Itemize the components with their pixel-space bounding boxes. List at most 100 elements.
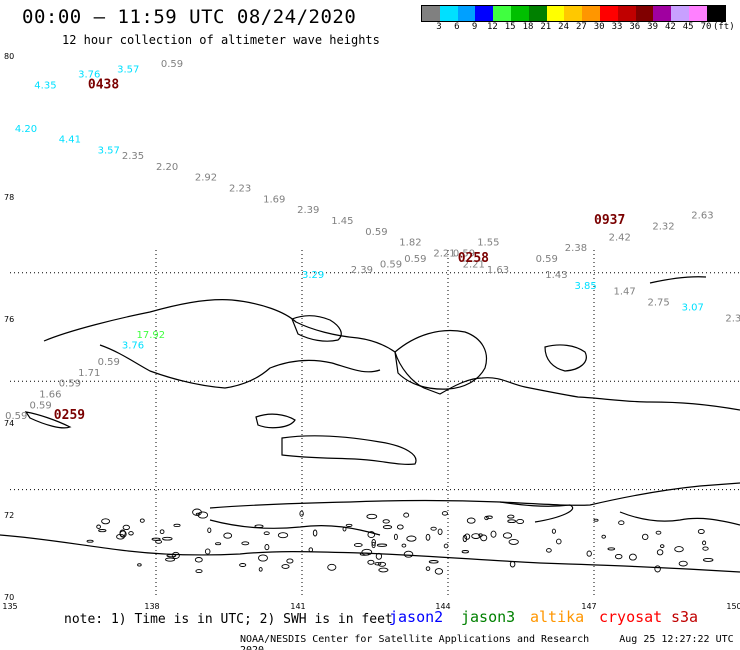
lake: [425, 533, 431, 541]
lake: [659, 544, 665, 548]
color-swatch: [617, 6, 636, 21]
lake: [674, 546, 684, 553]
lake: [312, 529, 318, 537]
wave-height-label: 2.32: [652, 221, 674, 232]
page-title: 00:00 – 11:59 UTC 08/24/2020: [22, 6, 357, 28]
longitude-label: 138: [144, 602, 159, 611]
wave-height-label: 2.35: [122, 151, 144, 162]
lake: [401, 543, 407, 548]
lake: [239, 563, 247, 567]
coast-island-south: [99, 344, 381, 389]
color-scale-label: 9: [471, 22, 478, 32]
lake: [171, 551, 180, 559]
lake: [382, 519, 390, 524]
wave-height-label: 2.20: [156, 162, 178, 173]
lake: [194, 557, 203, 563]
lake: [396, 524, 404, 530]
satellite-jason2: jason2: [389, 608, 444, 626]
lake: [101, 518, 111, 525]
lake: [462, 534, 468, 543]
wave-height-label: 0.59: [404, 254, 426, 265]
color-scale-bar: [421, 5, 726, 22]
wave-height-label: 3.57: [117, 64, 139, 75]
color-swatch: [599, 6, 618, 21]
lake: [702, 540, 707, 546]
lake: [281, 564, 290, 569]
color-scale-label: 27: [575, 22, 587, 32]
lake: [546, 548, 552, 553]
coast-southern-mainland: [209, 482, 740, 509]
color-swatch: [582, 6, 600, 21]
latitude-label: 80: [4, 52, 14, 61]
color-scale-label: 70: [700, 22, 712, 32]
color-scale-label: 3: [436, 22, 442, 32]
wave-height-label: 3.85: [575, 281, 597, 292]
lake: [490, 530, 497, 538]
coast-island-large-south: [281, 435, 417, 466]
lake: [327, 563, 337, 571]
wave-height-label: 3.29: [302, 270, 324, 281]
color-swatch: [422, 6, 440, 21]
lake: [361, 548, 373, 556]
lake: [702, 546, 709, 551]
lake: [204, 548, 211, 555]
wave-height-label: 3.57: [98, 146, 120, 157]
wave-height-label: 3.76: [78, 70, 100, 81]
pass-time-label: 0937: [594, 213, 625, 228]
lake: [254, 524, 264, 528]
footer-credit: NOAA/NESDIS Center for Satellite Applica…: [240, 634, 740, 650]
color-scale-label: 21: [540, 22, 552, 32]
latitude-label: 72: [4, 511, 14, 520]
lake: [406, 535, 417, 542]
wave-height-label: 2.3: [725, 314, 740, 325]
satellite-jason3: jason3: [461, 608, 516, 626]
color-scale-label: 12: [486, 22, 498, 32]
lake: [342, 526, 347, 532]
lake: [607, 547, 616, 551]
wave-height-label: 2.23: [229, 184, 251, 195]
color-scale-label: 18: [522, 22, 534, 32]
coast-island-east: [394, 329, 487, 390]
lake: [509, 560, 516, 568]
lake: [425, 566, 431, 571]
lake: [480, 534, 488, 542]
lake: [98, 529, 107, 533]
wave-height-label: 2.39: [351, 265, 373, 276]
coast-island-small-ne: [649, 276, 707, 284]
coast-delta-1: [499, 501, 573, 523]
lake: [551, 528, 556, 534]
coastline: [0, 276, 740, 573]
lake: [586, 550, 592, 557]
satellite-altika: altika: [530, 608, 585, 626]
lake: [215, 542, 222, 546]
coast-mainland-west: [43, 299, 740, 411]
lake: [137, 563, 142, 567]
longitude-label: 150: [726, 602, 740, 611]
wave-height-label: 1.69: [263, 194, 285, 205]
latitude-label: 70: [4, 593, 14, 602]
wave-height-label: 0.59: [453, 249, 475, 260]
color-scale-label: 30: [593, 22, 605, 32]
coast-island-northeast: [544, 344, 587, 372]
lake: [192, 508, 202, 516]
lake: [486, 515, 493, 519]
lake: [428, 560, 439, 564]
lake: [86, 539, 94, 543]
wave-height-label: 4.41: [59, 135, 81, 146]
color-swatch: [653, 6, 672, 21]
lake: [516, 518, 525, 525]
color-scale-label: 36: [629, 22, 641, 32]
lake: [128, 531, 134, 536]
color-swatch: [706, 6, 725, 21]
page-subtitle: 12 hour collection of altimeter wave hei…: [62, 33, 380, 47]
wave-height-label: 0.59: [536, 254, 558, 265]
color-scale-label: 39: [647, 22, 659, 32]
wave-height-label: 0.59: [98, 357, 120, 368]
wave-height-label: 2.39: [297, 205, 319, 216]
footer-note: note: 1) Time is in UTC; 2) SWH is in fe…: [64, 612, 393, 627]
lake: [508, 538, 519, 545]
latitude-label: 78: [4, 193, 14, 202]
lake: [258, 567, 263, 572]
